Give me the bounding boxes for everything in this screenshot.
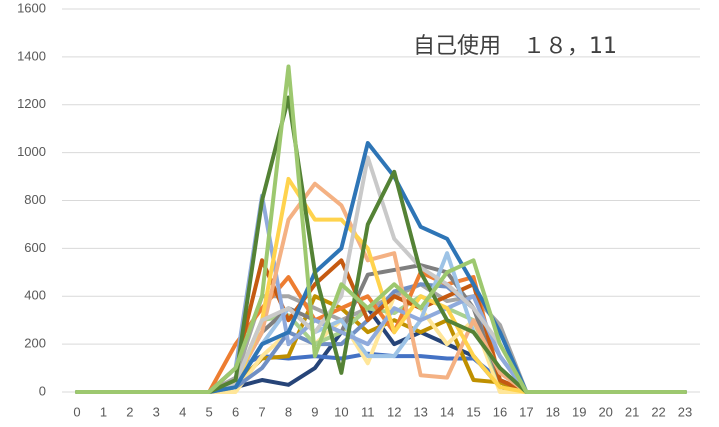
x-tick-label: 17 <box>519 404 533 419</box>
y-tick-label: 800 <box>24 192 46 207</box>
x-tick-label: 10 <box>334 404 348 419</box>
x-tick-label: 18 <box>546 404 560 419</box>
x-tick-label: 21 <box>625 404 639 419</box>
x-tick-label: 5 <box>206 404 213 419</box>
y-tick-label: 200 <box>24 336 46 351</box>
y-tick-label: 1600 <box>17 0 46 15</box>
x-tick-label: 8 <box>285 404 292 419</box>
x-tick-label: 22 <box>651 404 665 419</box>
series-line <box>75 282 687 394</box>
x-tick-label: 15 <box>466 404 480 419</box>
x-tick-label: 2 <box>126 404 133 419</box>
series-line <box>75 64 687 394</box>
chart-title: 自己使用 １８，11 <box>413 34 617 59</box>
x-tick-label: 23 <box>678 404 692 419</box>
y-tick-label: 1200 <box>17 96 46 111</box>
x-tick-label: 16 <box>493 404 507 419</box>
x-tick-label: 7 <box>258 404 265 419</box>
y-tick-label: 1000 <box>17 144 46 159</box>
x-tick-label: 19 <box>572 404 586 419</box>
y-tick-label: 400 <box>24 288 46 303</box>
series-line <box>75 351 687 394</box>
series-line <box>75 95 687 394</box>
x-tick-label: 11 <box>361 404 375 419</box>
x-tick-label: 4 <box>179 404 186 419</box>
x-tick-label: 6 <box>232 404 239 419</box>
y-tick-label: 0 <box>39 383 46 398</box>
y-tick-label: 600 <box>24 240 46 255</box>
x-tick-label: 9 <box>311 404 318 419</box>
x-tick-label: 12 <box>387 404 401 419</box>
y-tick-label: 1400 <box>17 48 46 63</box>
x-tick-label: 13 <box>413 404 427 419</box>
x-tick-label: 0 <box>73 404 80 419</box>
x-tick-label: 14 <box>440 404 454 419</box>
series-line <box>75 306 687 394</box>
x-tick-label: 3 <box>153 404 160 419</box>
x-tick-label: 1 <box>100 404 107 419</box>
x-tick-label: 20 <box>598 404 612 419</box>
series-line <box>75 176 687 394</box>
